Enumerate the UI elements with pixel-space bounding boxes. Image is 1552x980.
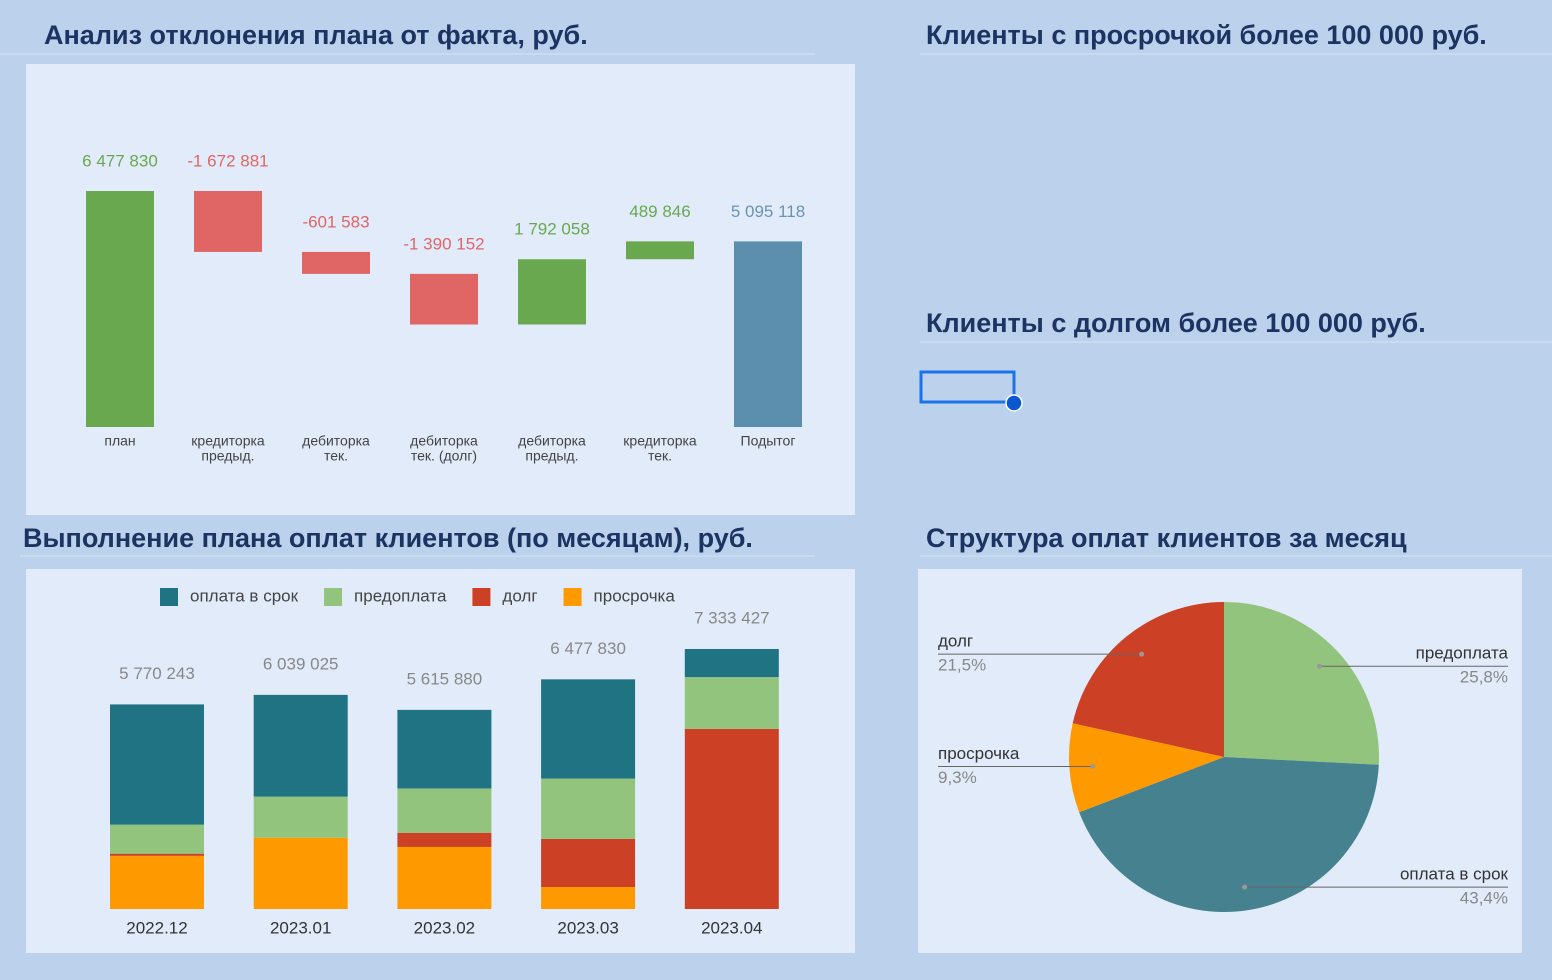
bar-segment (397, 709, 492, 789)
bar-segment (684, 649, 779, 678)
value-label: -1 672 881 (187, 151, 268, 170)
x-tick-label: тек. (324, 448, 348, 464)
x-tick-label: 2023.01 (270, 918, 331, 937)
bar-segment (541, 778, 636, 839)
slice-label: долг (938, 632, 973, 651)
legend-swatch (472, 588, 491, 606)
value-label: 6 477 830 (82, 151, 158, 170)
bar-segment (110, 855, 204, 909)
legend-label: оплата в срок (190, 586, 299, 605)
leader-dot (1242, 884, 1248, 890)
bar-segment (253, 837, 348, 909)
slice-label: просрочка (938, 744, 1020, 763)
legend-swatch (324, 588, 343, 606)
bar-segment (684, 677, 779, 729)
bar (626, 241, 694, 260)
bar (86, 191, 154, 427)
panel-title: Выполнение плана оплат клиентов (по меся… (23, 523, 753, 553)
value-label: -1 390 152 (403, 234, 484, 253)
value-label: -601 583 (302, 212, 369, 231)
bar-segment (684, 728, 779, 909)
bar (734, 241, 802, 427)
x-tick-label: план (104, 433, 135, 449)
x-tick-label: кредиторка (191, 433, 265, 449)
bar (194, 191, 262, 252)
bar (302, 251, 370, 274)
leader-dot (1139, 651, 1145, 657)
total-label: 6 477 830 (550, 639, 626, 658)
slice-label: предоплата (1416, 644, 1509, 663)
bar-segment (397, 788, 492, 833)
bar-segment (110, 824, 204, 854)
slice-value: 9,3% (938, 768, 977, 787)
value-label: 5 095 118 (731, 202, 805, 221)
x-tick-label: дебиторка (302, 433, 370, 449)
bar-segment (541, 887, 636, 909)
total-label: 5 615 880 (407, 669, 483, 688)
pie-slice (1079, 757, 1379, 912)
legend-label: просрочка (594, 586, 676, 605)
panel-title: Клиенты с просрочкой более 100 000 руб. (926, 20, 1487, 50)
stacked-bar-chart: 5 770 243 2022.12 6 039 025 2023.01 5 615 88… (110, 586, 779, 937)
bar-segment (541, 679, 636, 779)
panel-title: Клиенты с долгом более 100 000 руб. (926, 308, 1426, 338)
slice-label: оплата в срок (1400, 865, 1509, 884)
x-tick-label: 2023.04 (701, 918, 762, 937)
selection-box[interactable] (919, 370, 1016, 404)
bar (518, 259, 586, 325)
x-tick-label: предыд. (201, 448, 254, 464)
slice-value: 21,5% (938, 656, 986, 675)
bar (410, 273, 478, 325)
bar-segment (397, 832, 492, 847)
total-label: 6 039 025 (263, 654, 339, 673)
x-tick-label: 2022.12 (126, 918, 187, 937)
panel-title: Анализ отклонения плана от факта, руб. (44, 20, 588, 50)
bar-segment (397, 846, 492, 909)
x-tick-label: 2023.02 (414, 918, 475, 937)
x-tick-label: тек. (долг) (411, 448, 477, 464)
panel-title: Структура оплат клиентов за месяц (926, 523, 1407, 553)
slice-value: 25,8% (1460, 668, 1508, 687)
x-tick-label: кредиторка (623, 433, 697, 449)
bar-segment (541, 838, 636, 888)
pie-slice (1072, 602, 1224, 757)
value-label: 1 792 058 (514, 220, 590, 239)
legend-label: предоплата (354, 586, 447, 605)
pie-chart: предоплата 25,8% оплата в срок 43,4% просроч… (938, 602, 1509, 912)
x-tick-label: Подытог (741, 433, 796, 449)
bar-segment (110, 704, 204, 825)
pie-slice (1069, 723, 1224, 813)
x-tick-label: предыд. (525, 448, 578, 464)
x-tick-label: дебиторка (518, 433, 586, 449)
value-label: 489 846 (629, 202, 690, 221)
x-tick-label: 2023.03 (557, 918, 618, 937)
leader-dot (1316, 663, 1322, 669)
x-tick-label: дебиторка (410, 433, 478, 449)
pie-slice (1224, 602, 1379, 765)
legend-swatch (563, 588, 582, 606)
total-label: 7 333 427 (694, 608, 770, 627)
bar-segment (253, 694, 348, 797)
slice-value: 43,4% (1460, 889, 1508, 908)
legend-swatch (160, 588, 178, 606)
bar-segment (253, 796, 348, 838)
x-tick-label: тек. (648, 448, 672, 464)
resize-handle[interactable] (1005, 394, 1023, 412)
legend-label: долг (502, 586, 537, 605)
leader-dot (1090, 764, 1096, 770)
total-label: 5 770 243 (119, 664, 195, 683)
bar-segment (110, 853, 204, 856)
